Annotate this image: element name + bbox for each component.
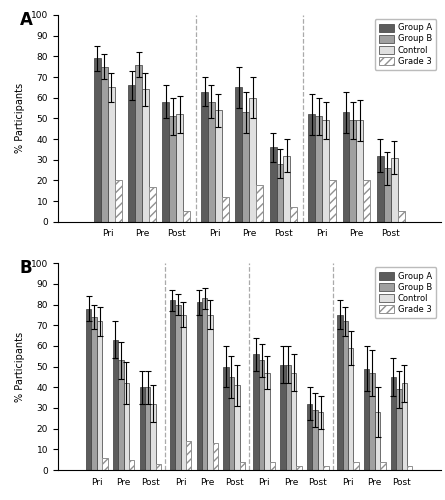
Bar <box>239 462 245 470</box>
Text: A: A <box>20 11 32 29</box>
Bar <box>380 462 386 470</box>
Bar <box>391 377 396 470</box>
Bar <box>140 388 145 470</box>
Bar <box>235 88 242 222</box>
Bar <box>249 98 256 222</box>
Bar <box>280 364 286 470</box>
Bar <box>337 315 343 470</box>
Bar <box>113 340 118 470</box>
Legend: Group A, Group B, Control, Grade 3: Group A, Group B, Control, Grade 3 <box>375 268 437 318</box>
Bar <box>222 197 229 222</box>
Bar <box>202 298 207 470</box>
Bar <box>349 120 356 222</box>
Bar <box>213 443 218 470</box>
Bar <box>207 315 213 470</box>
Bar <box>276 164 283 222</box>
Bar <box>377 156 384 222</box>
Bar <box>91 317 97 470</box>
Bar <box>291 373 296 470</box>
Bar <box>162 102 170 222</box>
Text: B: B <box>20 259 32 277</box>
Bar <box>343 321 348 470</box>
Bar <box>118 360 124 470</box>
Bar <box>135 64 142 222</box>
Bar <box>254 354 259 470</box>
Bar <box>101 66 108 222</box>
Bar <box>322 120 329 222</box>
Bar <box>149 186 156 222</box>
Bar <box>142 90 149 222</box>
Bar <box>270 462 275 470</box>
Bar <box>129 460 134 470</box>
Bar <box>407 466 413 470</box>
Bar <box>145 388 150 470</box>
Bar <box>208 102 215 222</box>
Y-axis label: % Participants: % Participants <box>15 332 25 402</box>
Bar <box>150 404 156 470</box>
Bar <box>364 368 369 470</box>
Bar <box>183 212 190 222</box>
Bar <box>375 412 380 470</box>
Bar <box>234 385 239 470</box>
Bar <box>201 92 208 222</box>
Bar <box>256 184 263 222</box>
Bar <box>242 112 249 222</box>
Bar <box>329 180 336 222</box>
Bar <box>384 168 391 222</box>
Bar <box>323 466 329 470</box>
Bar <box>308 114 315 222</box>
Bar <box>97 321 102 470</box>
Bar <box>223 366 229 470</box>
Bar <box>291 208 297 222</box>
Bar <box>170 116 176 222</box>
Bar <box>264 373 270 470</box>
Bar <box>197 302 202 470</box>
Bar <box>270 148 276 222</box>
Bar <box>102 458 108 470</box>
Bar <box>128 86 135 222</box>
Bar <box>186 441 191 470</box>
Bar <box>108 88 115 222</box>
Bar <box>283 156 291 222</box>
Bar <box>391 158 397 222</box>
Bar <box>312 410 318 470</box>
Bar <box>286 364 291 470</box>
Bar <box>175 304 181 470</box>
Bar <box>229 377 234 470</box>
Bar <box>296 466 302 470</box>
Bar <box>318 412 323 470</box>
Bar <box>397 212 405 222</box>
Legend: Group A, Group B, Control, Grade 3: Group A, Group B, Control, Grade 3 <box>375 19 437 70</box>
Bar <box>86 308 91 470</box>
Bar <box>348 348 353 470</box>
Bar <box>156 464 161 470</box>
Bar <box>401 383 407 470</box>
Bar <box>259 360 264 470</box>
Bar <box>170 300 175 470</box>
Bar <box>181 315 186 470</box>
Bar <box>369 373 375 470</box>
Bar <box>176 114 183 222</box>
Bar <box>307 404 312 470</box>
Bar <box>363 180 370 222</box>
Bar <box>356 120 363 222</box>
Y-axis label: % Participants: % Participants <box>15 84 25 154</box>
Bar <box>343 112 349 222</box>
Bar <box>353 462 359 470</box>
Bar <box>94 58 101 222</box>
Bar <box>315 116 322 222</box>
Bar <box>124 383 129 470</box>
Bar <box>215 110 222 222</box>
Bar <box>115 180 121 222</box>
Bar <box>396 390 401 470</box>
